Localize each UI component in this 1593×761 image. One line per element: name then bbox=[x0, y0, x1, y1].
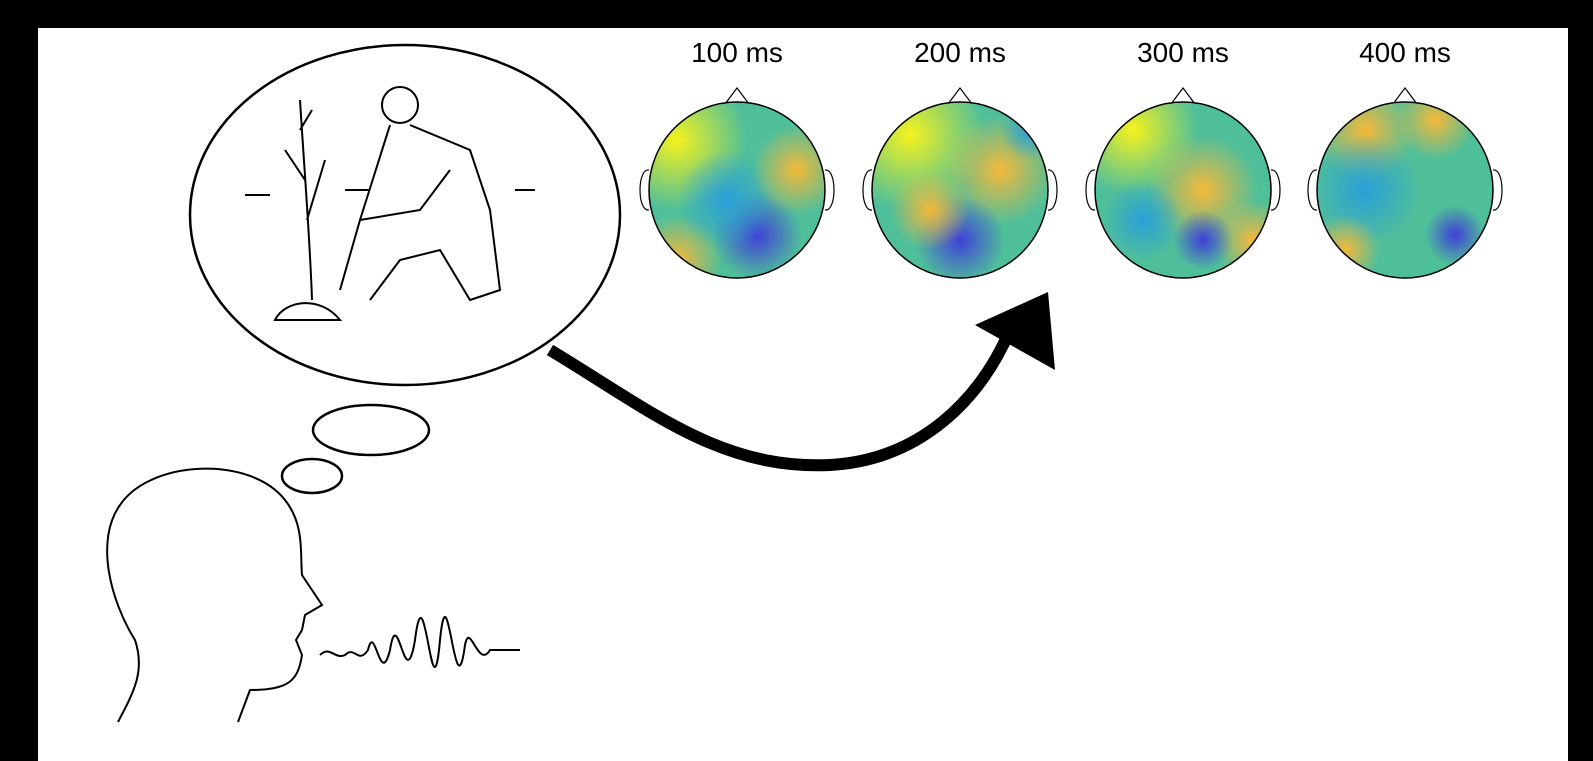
topomap: 300 ms bbox=[1085, 37, 1281, 279]
ear bbox=[862, 169, 873, 211]
nose bbox=[1392, 87, 1418, 105]
head-outline bbox=[871, 101, 1049, 279]
ear bbox=[639, 169, 650, 211]
time-label: 100 ms bbox=[691, 37, 783, 68]
scalp-blob bbox=[890, 170, 970, 250]
scalp-map bbox=[649, 102, 825, 278]
head-outline bbox=[1316, 101, 1494, 279]
time-label: 300 ms bbox=[1137, 37, 1229, 68]
ear bbox=[1270, 169, 1281, 211]
scalp-blob bbox=[1395, 102, 1475, 160]
head-outline bbox=[1094, 101, 1272, 279]
ear bbox=[1307, 169, 1318, 211]
scalp-blob bbox=[1213, 200, 1271, 278]
nose bbox=[1170, 87, 1196, 105]
scalp-blob bbox=[1103, 180, 1183, 260]
time-label: 200 ms bbox=[914, 37, 1006, 68]
scalp-blob bbox=[1173, 210, 1233, 270]
gardener-sketch bbox=[245, 86, 535, 321]
speech-wave bbox=[319, 616, 520, 669]
nose bbox=[947, 87, 973, 105]
head-outline bbox=[648, 101, 826, 279]
head-profile bbox=[106, 467, 324, 723]
thought-bubble bbox=[188, 43, 622, 495]
arrow-shaft bbox=[546, 327, 1016, 472]
topomap: 100 ms bbox=[639, 37, 835, 279]
ear bbox=[1047, 169, 1058, 211]
scalp-blob bbox=[677, 150, 777, 250]
time-label: 400 ms bbox=[1359, 37, 1451, 68]
ear bbox=[1085, 169, 1096, 211]
nose bbox=[724, 87, 750, 105]
arrow-head bbox=[975, 292, 1055, 370]
scalp-map bbox=[1095, 102, 1271, 278]
ear bbox=[824, 169, 835, 211]
ear bbox=[1492, 169, 1503, 211]
